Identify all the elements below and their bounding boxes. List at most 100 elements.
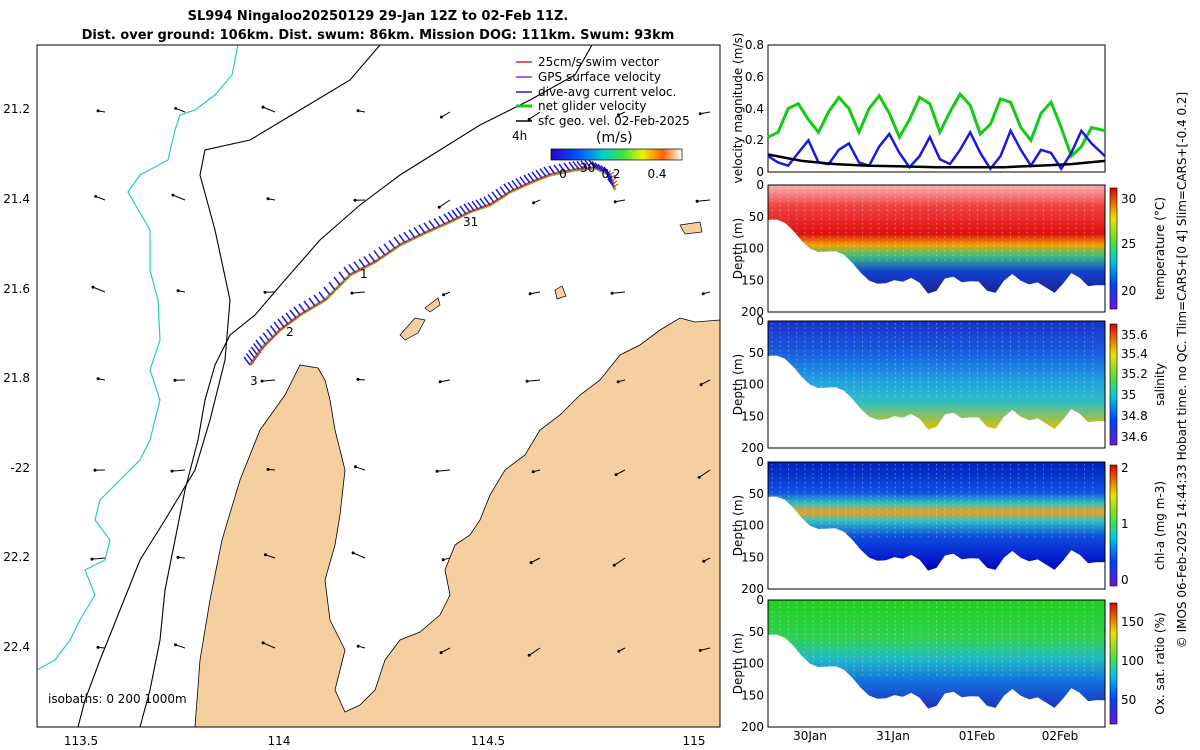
depth-tick: 50: [749, 487, 764, 501]
dive-vector: [353, 261, 361, 271]
dive-vector: [243, 356, 251, 366]
dive-vector: [363, 256, 371, 266]
depth-tick: 150: [741, 550, 764, 564]
swim-vector: [259, 347, 264, 352]
dive-vector: [471, 200, 479, 210]
dive-vector: [313, 294, 321, 304]
colorbar-tick: 0: [559, 167, 567, 181]
y-tick: 0: [756, 165, 764, 179]
dive-vector: [338, 271, 346, 281]
legend-entry: GPS surface velocity: [538, 70, 661, 84]
colorbar-tick: 35.4: [1121, 347, 1148, 361]
land-mass: [194, 317, 720, 727]
dive-vector: [479, 197, 487, 207]
colorbar-unit: (m/s): [596, 130, 633, 146]
depth-panel: 0 50 100 150 200 Depth (m) 20 25 30 temperature (…: [731, 178, 1167, 319]
glider-track: [243, 159, 619, 366]
swim-vector: [309, 305, 315, 310]
day-marker: 31: [463, 215, 478, 229]
geo-arrow: [700, 379, 711, 386]
dive-vector: [281, 315, 289, 325]
dive-vector: [398, 234, 406, 244]
swim-vector: [349, 271, 355, 276]
dive-vector: [553, 164, 561, 174]
depth-tick: 50: [749, 346, 764, 360]
lon-tick: 114: [268, 734, 291, 748]
dive-vector: [413, 226, 421, 236]
swim-vector: [268, 337, 274, 342]
depth-axis-label: Depth (m): [731, 495, 745, 556]
swim-vector: [611, 177, 617, 182]
dive-vector: [563, 162, 571, 172]
colorbar-tick: 100: [1121, 654, 1144, 668]
dive-vector: [539, 168, 547, 178]
colorbar-label: temperature (°C): [1153, 197, 1167, 300]
lat-tick: 21.4: [3, 192, 30, 206]
time-axis: 30Jan 31Jan 01Feb 02Feb: [793, 729, 1078, 743]
geo-arrow: [95, 195, 106, 201]
profile-data: [768, 321, 1105, 430]
dive-vector: [607, 178, 615, 188]
swim-vector: [299, 311, 305, 316]
legend-entry: dive-avg current veloc.: [538, 85, 676, 99]
dive-vector: [483, 196, 491, 206]
dive-vector: [373, 250, 381, 260]
swim-vector: [339, 281, 345, 286]
title-line-2: Dist. over ground: 106km. Dist. swum: 86…: [82, 28, 675, 43]
dive-vector: [487, 193, 495, 203]
dive-vector: [572, 161, 580, 171]
swim-vector: [291, 317, 297, 322]
velocity-line: [767, 91, 1106, 159]
swim-vector: [389, 248, 395, 253]
dive-vector: [597, 163, 605, 173]
dive-vector: [423, 222, 431, 232]
day-marker: 3: [250, 374, 258, 388]
dive-vector: [503, 183, 511, 193]
dive-vector: [383, 243, 391, 253]
swim-vector: [304, 308, 310, 313]
swim-vector: [369, 261, 375, 266]
geo-arrow: [440, 379, 451, 383]
colorbar-tick: 35.2: [1121, 367, 1148, 381]
depth-colorbar: [1109, 187, 1118, 310]
dive-vector: [358, 258, 366, 268]
time-tick: 02Feb: [1042, 729, 1079, 743]
dive-vector: [318, 291, 326, 301]
swim-vector: [613, 183, 619, 188]
dive-vector: [491, 191, 499, 201]
dive-vector: [548, 165, 556, 175]
colorbar-tick: 34.6: [1121, 430, 1148, 444]
geo-arrow: [171, 469, 186, 472]
geo-arrow: [351, 291, 366, 294]
dive-vector: [303, 300, 311, 310]
swim-vector: [364, 263, 370, 268]
dive-vector: [348, 263, 356, 273]
day-marker: 2: [286, 325, 294, 339]
legend-entry: net glider velocity: [538, 99, 646, 113]
colorbar-tick: 25: [1121, 237, 1136, 251]
depth-axis-label: Depth (m): [731, 218, 745, 279]
depth-tick: 200: [741, 441, 764, 455]
colorbar-label: salinity: [1153, 363, 1167, 406]
depth-tick: 0: [756, 178, 764, 192]
dive-vector: [388, 239, 396, 249]
geo-arrow: [175, 107, 186, 113]
velocity-panel: 0 0.2 0.4 0.6 0.8 velocity magnitude (m/…: [731, 33, 1106, 183]
swim-vector: [344, 276, 350, 281]
dive-vector: [285, 312, 293, 322]
lon-tick: 115: [683, 734, 706, 748]
geo-arrow: [437, 469, 451, 472]
geo-arrow: [528, 111, 541, 120]
depth-tick: 200: [741, 305, 764, 319]
geo-arrow: [700, 111, 711, 115]
dive-vector: [519, 176, 527, 186]
dive-vector: [576, 160, 584, 170]
swim-vector: [354, 268, 360, 273]
lon-tick: 113.5: [64, 734, 98, 748]
depth-tick: 0: [756, 455, 764, 469]
dive-vector: [308, 297, 316, 307]
dive-vector: [594, 162, 602, 172]
swim-vector: [283, 323, 289, 328]
dive-vector: [418, 224, 426, 234]
dive-vector: [262, 332, 270, 342]
